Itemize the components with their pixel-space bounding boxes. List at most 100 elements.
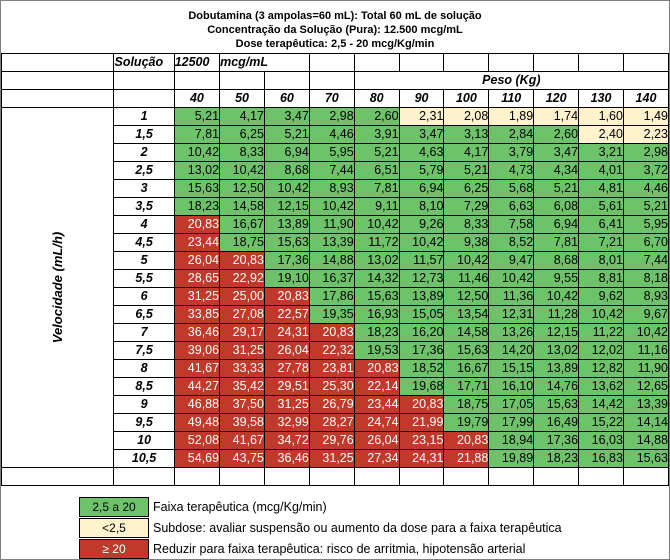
dose-cell: 4,63 — [398, 143, 445, 162]
dose-cell: 16,67 — [443, 359, 490, 378]
blank-cell — [533, 53, 580, 72]
dose-cell: 28,65 — [173, 269, 221, 288]
blank-cell — [219, 467, 265, 486]
table-row: 10 52,08 41,67 34,72 29,76 26,04 23,15 20,83 18,… — [2, 431, 670, 450]
dose-cell: 5,68 — [488, 179, 535, 198]
dose-cell: 22,57 — [263, 305, 310, 324]
velocity-value: 5,5 — [113, 269, 175, 288]
solution-label: Solução — [113, 53, 175, 72]
dose-cell: 15,63 — [353, 287, 400, 306]
dose-cell: 14,88 — [622, 431, 670, 450]
weight-130: 130 — [578, 89, 624, 108]
dose-cell: 46,88 — [173, 395, 221, 414]
table-row: 3 15,63 12,50 10,42 8,93 7,81 6,94 6,25 5,68 5,21… — [2, 179, 670, 198]
table-row: 7 36,46 29,17 24,31 20,83 18,23 16,20 14,58 13,2… — [2, 323, 670, 342]
dose-cell: 23,81 — [308, 359, 355, 378]
dose-cell: 31,25 — [308, 449, 355, 468]
spacer-row — [0, 467, 670, 486]
dose-cell: 17,86 — [308, 287, 355, 306]
velocity-value: 9,5 — [113, 413, 175, 432]
dose-cell: 8,33 — [443, 215, 490, 234]
dose-cell: 28,27 — [308, 413, 355, 432]
dose-cell: 29,51 — [263, 377, 310, 396]
dose-cell: 22,92 — [219, 269, 265, 288]
dose-cell: 8,33 — [219, 143, 265, 162]
dose-cell: 9,55 — [533, 269, 580, 288]
dose-cell: 12,31 — [488, 305, 535, 324]
dose-cell: 8,52 — [488, 233, 535, 252]
dose-cell: 8,01 — [578, 251, 624, 270]
dose-cell: 36,46 — [263, 449, 310, 468]
dose-cell: 26,04 — [263, 341, 310, 360]
dose-cell: 12,15 — [263, 197, 310, 216]
dose-cell: 7,21 — [578, 233, 624, 252]
dose-cell: 18,94 — [488, 431, 535, 450]
table-row: 2 10,42 8,33 6,94 5,95 5,21 4,63 4,17 3,79 3,47 3,… — [2, 143, 670, 162]
dose-cell: 5,21 — [622, 197, 670, 216]
dose-cell: 2,40 — [578, 125, 624, 144]
dose-cell: 14,88 — [308, 251, 355, 270]
blank-cell — [443, 467, 490, 486]
dose-cell: 9,26 — [398, 215, 445, 234]
dose-cell: 24,31 — [263, 323, 310, 342]
dose-cell: 35,42 — [219, 377, 265, 396]
dose-cell: 14,58 — [443, 323, 490, 342]
dose-cell: 8,18 — [622, 269, 670, 288]
dose-cell: 19,68 — [398, 377, 445, 396]
dose-cell: 43,75 — [219, 449, 265, 468]
dose-cell: 14,14 — [622, 413, 670, 432]
dose-cell: 7,81 — [353, 179, 400, 198]
blank-cell — [488, 53, 535, 72]
velocity-value: 8 — [113, 359, 175, 378]
dose-cell: 10,42 — [219, 161, 265, 180]
dose-cell: 7,29 — [443, 197, 490, 216]
dose-cell: 6,41 — [578, 215, 624, 234]
dose-cell: 11,28 — [533, 305, 580, 324]
dose-cell: 20,83 — [443, 431, 490, 450]
velocity-axis-cell: Velocidade (mL/h) — [0, 107, 115, 468]
blank-cell — [0, 467, 115, 486]
dose-cell: 29,76 — [308, 431, 355, 450]
dose-cell: 52,08 — [173, 431, 221, 450]
dose-cell: 18,23 — [173, 197, 221, 216]
dose-cell: 18,75 — [443, 395, 490, 414]
dose-cell: 16,83 — [578, 449, 624, 468]
blank-cell — [533, 467, 580, 486]
dose-cell: 15,63 — [263, 233, 310, 252]
dose-cell: 2,60 — [533, 125, 580, 144]
velocity-value: 6,5 — [113, 305, 175, 324]
table-row: 4 20,83 16,67 13,89 11,90 10,42 9,26 8,33 7,58 6,… — [2, 215, 670, 234]
dose-cell: 10,42 — [398, 233, 445, 252]
dose-cell: 15,63 — [622, 449, 670, 468]
dose-cell: 25,30 — [308, 377, 355, 396]
dose-cell: 6,70 — [622, 233, 670, 252]
blank-cell — [263, 467, 310, 486]
weight-header: Peso (Kg) — [353, 71, 670, 90]
dose-cell: 19,35 — [308, 305, 355, 324]
title-line-3: Dose terapêutica: 2,5 - 20 mcg/Kg/min — [235, 38, 435, 50]
dose-cell: 7,81 — [173, 125, 221, 144]
dose-cell: 12,82 — [578, 359, 624, 378]
dose-cell: 14,58 — [219, 197, 265, 216]
velocity-label: Velocidade (mL/h) — [50, 231, 66, 343]
velocity-value: 10,5 — [113, 449, 175, 468]
dose-cell: 14,20 — [488, 341, 535, 360]
weight-110: 110 — [488, 89, 535, 108]
dose-table: Solução 12500 mcg/mL Peso (Kg) 40 50 60 70 80 90 1… — [0, 53, 670, 486]
dose-cell: 5,21 — [263, 125, 310, 144]
blank-cell — [113, 71, 175, 90]
dose-cell: 15,15 — [488, 359, 535, 378]
dose-cell: 4,01 — [578, 161, 624, 180]
dose-cell: 11,90 — [622, 359, 670, 378]
blank-cell — [219, 71, 265, 90]
legend-swatch: ≥ 20 — [79, 539, 149, 559]
dose-cell: 6,25 — [219, 125, 265, 144]
dose-cell: 11,16 — [622, 341, 670, 360]
solution-unit: mcg/mL — [219, 53, 310, 72]
blank-cell — [353, 467, 400, 486]
weight-100: 100 — [443, 89, 490, 108]
dose-cell: 49,48 — [173, 413, 221, 432]
weight-header-row: Peso (Kg) — [0, 71, 670, 90]
legend-text: Subdose: avaliar suspensão ou aumento da… — [153, 521, 562, 535]
